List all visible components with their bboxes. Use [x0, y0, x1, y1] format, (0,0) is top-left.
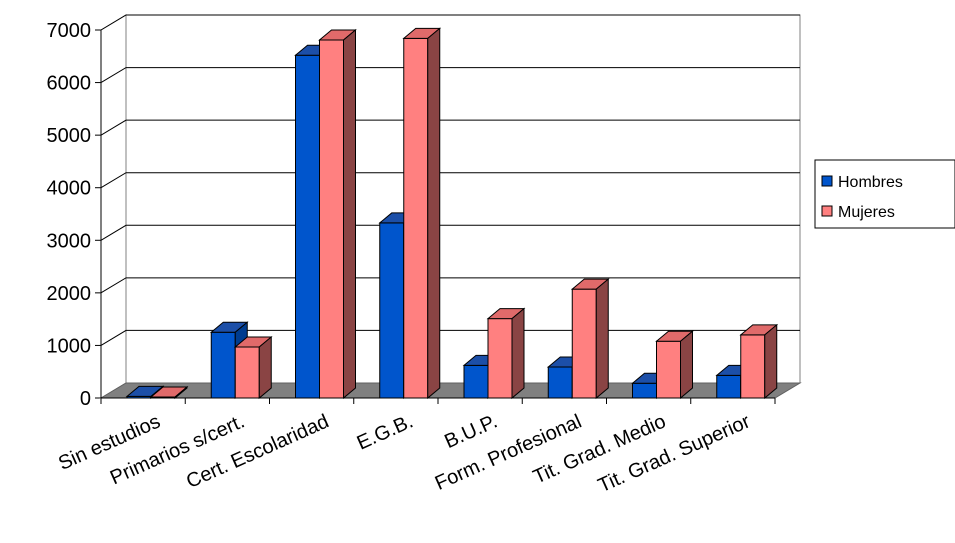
bar-mujeres	[234, 346, 260, 399]
legend: Hombres Mujeres	[814, 159, 955, 229]
gridline	[100, 14, 800, 31]
gridlines	[100, 14, 801, 399]
bar-mujeres	[319, 39, 344, 399]
bar-mujeres-side	[511, 307, 525, 400]
y-tick-label: 5000	[47, 125, 92, 147]
bar-hombres	[632, 382, 657, 399]
gridline	[100, 277, 800, 294]
bar-mujeres-side	[343, 28, 356, 400]
bar-mujeres	[740, 334, 766, 399]
x-category-label: Form. Profesional	[432, 410, 585, 494]
legend-swatch-mujeres	[821, 205, 833, 217]
bar-hombres	[379, 222, 405, 399]
x-category-label: Cert. Escolaridad	[183, 410, 332, 492]
y-tick-label: 1000	[47, 335, 92, 357]
bar-hombres	[716, 374, 742, 399]
gridline	[100, 172, 800, 189]
bar-hombres	[210, 331, 236, 399]
y-tick-label: 3000	[47, 230, 92, 252]
gridline	[100, 224, 800, 241]
bar-mujeres	[571, 288, 597, 399]
legend-label-hombres: Hombres	[838, 174, 903, 191]
gridline	[100, 67, 800, 84]
bar-mujeres-side	[764, 323, 778, 400]
bar-mujeres-side	[258, 335, 272, 400]
bar-mujeres	[487, 318, 513, 399]
gridline	[100, 119, 800, 136]
bar-mujeres-side	[595, 278, 609, 400]
bar-hombres	[463, 364, 489, 399]
y-tick-label: 7000	[47, 20, 92, 42]
y-tick-label: 4000	[47, 178, 92, 200]
legend-box	[814, 159, 955, 229]
x-category-label: E.G.B.	[354, 410, 417, 454]
y-tick-label: 6000	[47, 73, 92, 95]
legend-swatch-hombres	[821, 175, 833, 187]
bar-mujeres-side	[174, 385, 188, 400]
x-category-label: B.U.P.	[441, 410, 500, 453]
side-wall	[100, 14, 127, 399]
legend-label-mujeres: Mujeres	[838, 204, 895, 221]
bar-mujeres	[656, 340, 681, 399]
bar-hombres	[295, 54, 320, 399]
bar-mujeres-side	[427, 27, 441, 400]
bar-mujeres	[403, 37, 429, 399]
x-category-label: Tit. Grad. Superior	[595, 410, 754, 497]
bars	[125, 27, 779, 400]
y-tick-label: 2000	[47, 283, 92, 305]
bar-hombres	[547, 366, 573, 399]
floor	[99, 382, 802, 399]
y-tick-label: 0	[80, 388, 91, 410]
bar-mujeres-side	[680, 330, 693, 400]
